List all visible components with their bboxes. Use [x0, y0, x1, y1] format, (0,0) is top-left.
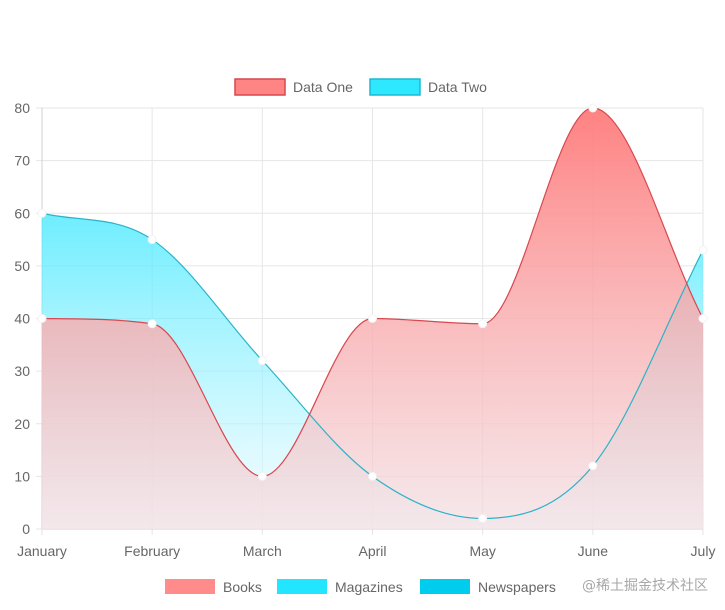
- x-tick-label: March: [243, 543, 282, 559]
- x-tick-label: January: [17, 543, 67, 559]
- legend-label: Data One: [293, 79, 353, 95]
- legend-label: Data Two: [428, 79, 487, 95]
- series-line-data-one: [41, 107, 704, 477]
- y-tick-label: 10: [14, 468, 30, 484]
- data-point-data-one[interactable]: [37, 314, 47, 323]
- x-tick-label: May: [469, 543, 495, 559]
- y-tick-label: 30: [14, 363, 30, 379]
- x-tick-label: April: [358, 543, 386, 559]
- data-point-data-one[interactable]: [698, 314, 708, 323]
- y-tick-label: 70: [14, 153, 30, 169]
- data-point-data-one[interactable]: [478, 319, 488, 329]
- axis-ticks: 0 10 20 30 40 50 60 70 80 January February March Apr…: [14, 100, 715, 559]
- legend-top[interactable]: Data One Data Two: [234, 78, 487, 96]
- data-point-data-two[interactable]: [368, 471, 377, 481]
- x-tick-label: June: [578, 543, 609, 559]
- legend-bottom[interactable]: Books Magazines Newspapers: [165, 579, 556, 595]
- legend-item-newspapers[interactable]: Newspapers: [420, 579, 556, 595]
- data-point-data-one[interactable]: [257, 471, 267, 481]
- data-point-data-one[interactable]: [368, 314, 377, 323]
- series-lines: [41, 107, 704, 520]
- legend-item-magazines[interactable]: Magazines: [277, 579, 403, 595]
- watermark-text: @稀土掘金技术社区: [582, 578, 708, 594]
- legend-label: Newspapers: [478, 579, 556, 595]
- data-point-data-two[interactable]: [588, 461, 598, 471]
- legend-swatch: [234, 78, 286, 96]
- legend-swatch: [165, 579, 215, 594]
- x-tick-label: July: [691, 543, 716, 559]
- data-point-data-two[interactable]: [698, 245, 708, 255]
- data-point-data-one[interactable]: [147, 319, 157, 329]
- data-point-data-two[interactable]: [37, 208, 47, 218]
- data-point-data-one[interactable]: [588, 103, 598, 113]
- series-line-data-two: [41, 212, 704, 520]
- y-tick-label: 60: [14, 205, 30, 221]
- legend-swatch: [369, 78, 421, 96]
- data-points: [37, 103, 708, 523]
- legend-item-data-two[interactable]: Data Two: [369, 78, 487, 96]
- x-tick-label: February: [124, 543, 180, 559]
- data-point-data-two[interactable]: [147, 235, 157, 245]
- legend-label: Books: [223, 579, 262, 595]
- data-point-data-two[interactable]: [257, 356, 267, 366]
- legend-swatch: [420, 579, 470, 594]
- legend-swatch: [277, 579, 327, 594]
- y-tick-label: 50: [14, 258, 30, 274]
- y-tick-label: 40: [14, 311, 30, 327]
- legend-item-data-one[interactable]: Data One: [234, 78, 353, 96]
- y-tick-label: 80: [14, 100, 30, 116]
- y-tick-label: 20: [14, 416, 30, 432]
- legend-item-books[interactable]: Books: [165, 579, 262, 595]
- data-point-data-two[interactable]: [478, 513, 488, 523]
- legend-label: Magazines: [335, 579, 403, 595]
- y-tick-label: 0: [22, 521, 30, 537]
